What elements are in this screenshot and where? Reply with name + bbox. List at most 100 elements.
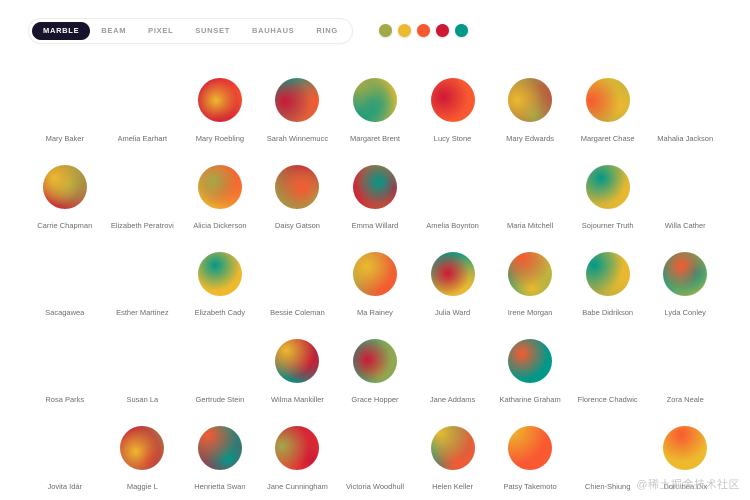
top-bar: MARBLE BEAM PIXEL SUNSET BAUHAUS RING <box>0 0 750 44</box>
avatar-name: Maggie L <box>126 481 158 491</box>
avatar[interactable] <box>586 339 630 383</box>
avatar-name: Mary Roebling <box>195 133 245 143</box>
avatar[interactable] <box>508 77 553 122</box>
avatar[interactable] <box>120 252 164 296</box>
avatar-name: Rosa Parks <box>45 394 85 404</box>
avatar[interactable] <box>197 425 242 470</box>
tab-beam[interactable]: BEAM <box>90 22 137 40</box>
avatar[interactable] <box>586 426 630 470</box>
palette-color-5[interactable] <box>454 24 468 38</box>
avatar-name: Sarah Winnemucc <box>266 133 329 143</box>
avatar-cell: Gertrude Stein <box>182 339 258 404</box>
avatar[interactable] <box>352 77 397 122</box>
avatar-cell: Emma Willard <box>337 164 413 230</box>
avatar-cell: Alicia Dickerson <box>182 164 258 230</box>
avatar[interactable] <box>508 425 553 470</box>
avatar[interactable] <box>43 78 87 122</box>
tab-sunset[interactable]: SUNSET <box>184 22 241 40</box>
avatar-cell: Daisy Gatson <box>259 164 335 230</box>
avatar[interactable] <box>275 252 319 296</box>
avatar[interactable] <box>275 77 320 122</box>
avatar-cell: Amelia Boynton <box>415 165 491 230</box>
avatar[interactable] <box>430 251 475 296</box>
avatar-name: Alicia Dickerson <box>193 220 247 230</box>
avatar[interactable] <box>352 251 397 296</box>
avatar[interactable] <box>431 165 475 209</box>
avatar[interactable] <box>43 339 87 383</box>
avatar[interactable] <box>197 164 242 209</box>
avatar-name: Ma Rainey <box>357 307 393 317</box>
avatar[interactable] <box>585 251 630 296</box>
tab-bauhaus[interactable]: BAUHAUS <box>241 22 305 40</box>
avatar-cell: Florence Chadwic <box>570 339 646 404</box>
avatar-cell: Susan La <box>104 339 180 404</box>
avatar[interactable] <box>663 251 708 296</box>
avatar[interactable] <box>663 425 708 470</box>
avatar-cell: Dorothea Dix <box>647 425 723 491</box>
avatar[interactable] <box>663 78 707 122</box>
avatar[interactable] <box>585 77 630 122</box>
avatar[interactable] <box>43 252 87 296</box>
avatar-name: Margaret Chase <box>580 133 635 143</box>
avatar-cell: Rosa Parks <box>27 339 103 404</box>
avatar-cell: Carrie Chapman <box>27 164 103 230</box>
avatar[interactable] <box>43 426 87 470</box>
avatar[interactable] <box>120 78 164 122</box>
avatar-cell: Mary Baker <box>27 78 103 143</box>
avatar[interactable] <box>120 339 164 383</box>
palette-color-4[interactable] <box>435 24 449 38</box>
tab-pixel[interactable]: PIXEL <box>137 22 184 40</box>
avatar-cell: Grace Hopper <box>337 338 413 404</box>
avatar[interactable] <box>198 339 242 383</box>
avatar-cell: Maggie L <box>104 425 180 491</box>
avatar-name: Irene Morgan <box>507 307 553 317</box>
avatar-name: Grace Hopper <box>351 394 399 404</box>
avatar-name: Susan La <box>126 394 159 404</box>
avatar[interactable] <box>663 339 707 383</box>
avatar[interactable] <box>352 338 397 383</box>
avatar-cell: Julia Ward <box>415 251 491 317</box>
avatar[interactable] <box>352 164 397 209</box>
avatar-name: Daisy Gatson <box>274 220 320 230</box>
avatar[interactable] <box>42 164 87 209</box>
tab-marble[interactable]: MARBLE <box>32 22 91 40</box>
avatar-name: Mary Edwards <box>506 133 555 143</box>
avatar[interactable] <box>353 426 397 470</box>
avatar[interactable] <box>431 339 475 383</box>
avatar-cell: Jane Cunningham <box>259 425 335 491</box>
avatar[interactable] <box>197 77 242 122</box>
avatar[interactable] <box>120 425 165 470</box>
palette-color-2[interactable] <box>397 24 411 38</box>
avatar-cell: Jane Addams <box>415 339 491 404</box>
avatar-cell: Sojourner Truth <box>570 164 646 230</box>
avatar-name: Wilma Mankiller <box>270 394 324 404</box>
avatar-cell: Elizabeth Cady <box>182 251 258 317</box>
avatar-grid: Mary Baker Amelia Earhart Mary Roebling Sar… <box>0 77 750 491</box>
palette-color-3[interactable] <box>416 24 430 38</box>
avatar-cell: Mary Edwards <box>492 77 568 143</box>
avatar[interactable] <box>275 425 320 470</box>
avatar-cell: Mary Roebling <box>182 77 258 143</box>
watermark: @稀土掘金技术社区 <box>636 479 740 491</box>
avatar-cell: Katharine Graham <box>492 338 568 404</box>
avatar[interactable] <box>430 425 475 470</box>
avatar[interactable] <box>430 77 475 122</box>
avatar[interactable] <box>275 164 320 209</box>
avatar[interactable] <box>508 251 553 296</box>
avatar-cell: Victoria Woodhull <box>337 426 413 491</box>
tab-ring[interactable]: RING <box>305 22 349 40</box>
avatar-cell: Irene Morgan <box>492 251 568 317</box>
avatar[interactable] <box>508 165 552 209</box>
avatar[interactable] <box>120 165 164 209</box>
avatar-name: Dorothea Dix <box>663 481 708 491</box>
avatar-cell: Willa Cather <box>647 165 723 230</box>
avatar[interactable] <box>197 251 242 296</box>
avatar-cell: Wilma Mankiller <box>259 338 335 404</box>
avatar-name: Gertrude Stein <box>195 394 245 404</box>
avatar-cell: Elizabeth Peratrovi <box>104 165 180 230</box>
palette-color-1[interactable] <box>378 24 392 38</box>
avatar[interactable] <box>275 338 320 383</box>
avatar[interactable] <box>585 164 630 209</box>
avatar[interactable] <box>663 165 707 209</box>
avatar[interactable] <box>508 338 553 383</box>
